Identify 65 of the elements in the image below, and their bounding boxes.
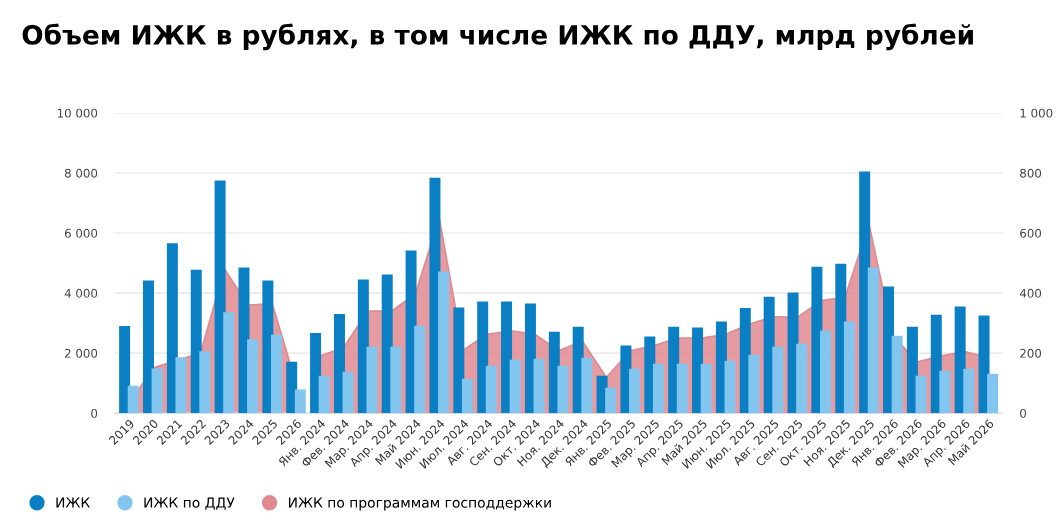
bar (485, 365, 497, 414)
bar (310, 333, 322, 414)
y-tick-label: 4 000 (64, 288, 98, 298)
bar (509, 359, 521, 414)
y-tick-label: 6 000 (64, 228, 98, 238)
bar (652, 363, 664, 414)
bar (414, 325, 426, 414)
bar (223, 312, 235, 414)
legend-label: ИЖК (56, 497, 90, 508)
bar (915, 375, 927, 414)
y2-tick-label: 400 (1019, 288, 1042, 298)
bar (700, 363, 712, 414)
bar (143, 280, 154, 414)
y-tick-label: 10 000 (57, 108, 98, 118)
y2-tick-label: 200 (1020, 348, 1042, 358)
bar (891, 335, 903, 414)
y-tick-label: 0 (91, 408, 98, 418)
y-tick-label: 2 000 (64, 348, 98, 358)
legend-label: ИЖК по ДДУ (144, 497, 235, 510)
bar (342, 371, 354, 414)
bar (906, 326, 918, 414)
bar (286, 361, 298, 414)
bar (119, 326, 131, 414)
bar (524, 303, 536, 414)
bar (772, 346, 784, 414)
legend-label: ИЖК по программам господдержки (288, 497, 551, 511)
bar (175, 357, 187, 414)
bar (963, 368, 975, 414)
bar (939, 370, 951, 414)
bar (605, 387, 617, 414)
bar (477, 301, 489, 414)
bar (557, 365, 569, 414)
bar (533, 358, 545, 414)
bar (294, 389, 306, 414)
bar (629, 368, 641, 414)
bar (247, 339, 259, 414)
bar (581, 357, 593, 414)
y2-tick-label: 600 (1020, 228, 1042, 238)
bar (820, 330, 831, 414)
bar (987, 373, 999, 414)
chart-title: Объем ИЖК в рублях, в том числе ИЖК по ДДУ, млрд рублей (22, 23, 973, 51)
bar (748, 354, 760, 414)
bar (796, 343, 808, 414)
bar (676, 363, 688, 414)
bar (501, 301, 513, 414)
bar (461, 378, 473, 414)
bar (238, 267, 250, 414)
bar (127, 385, 139, 414)
y2-tick-label: 800 (1020, 168, 1042, 178)
y-tick-label: 8 000 (64, 168, 98, 178)
bar (318, 375, 330, 414)
bar (333, 314, 345, 414)
bar (270, 334, 282, 414)
bar (453, 307, 465, 414)
bar (867, 267, 879, 414)
bar (366, 346, 378, 414)
bar (199, 351, 211, 414)
bar (724, 360, 736, 414)
bar (151, 368, 163, 414)
y2-tick-label: 0 (1020, 408, 1027, 418)
bar (438, 271, 450, 414)
y2-tick-label: 1 000 (1020, 108, 1053, 118)
bar (166, 243, 178, 414)
bar (390, 346, 402, 414)
bar (843, 321, 855, 414)
